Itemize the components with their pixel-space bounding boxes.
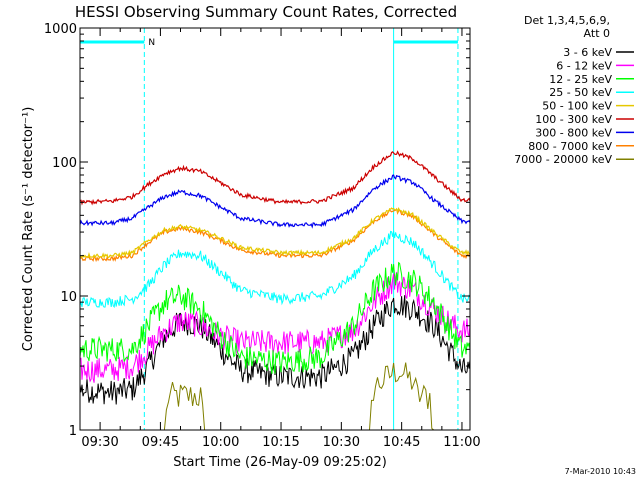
axis-layer: 09:30 09:45 10:00 10:15 10:30 10:45 11:00 1 10 10… <box>44 22 481 450</box>
night-label: N <box>148 38 155 48</box>
x-tick-label-1: 09:30 <box>81 435 118 450</box>
timestamp: 7-Mar-2010 10:43 <box>565 467 636 476</box>
x-tick-label-2: 09:45 <box>142 435 179 450</box>
x-axis-label: Start Time (26-May-09 09:25:02) <box>173 455 387 470</box>
plot-frame <box>79 27 471 431</box>
series-line-25-50-kev <box>80 230 470 309</box>
x-tick-label-3: 10:00 <box>202 435 239 450</box>
legend-title-line-1: Det 1,3,4,5,6,9, <box>524 14 610 27</box>
series-line-800-7000-kev <box>80 207 470 263</box>
night-indicator-layer: N <box>79 28 459 430</box>
series-line-300-800-kev <box>80 174 470 229</box>
series-line-3-6-kev <box>80 295 470 405</box>
y-tick-label-4: 1000 <box>44 22 77 37</box>
y-tick-label-3: 100 <box>52 156 77 171</box>
legend-label-9: 7000 - 20000 keV <box>514 153 612 166</box>
x-tick-label-7: 11:00 <box>443 435 480 450</box>
series-line-6-12-kev <box>80 271 470 383</box>
series-line-100-300-kev <box>80 150 470 206</box>
series-line-7000-20000-kev <box>80 362 470 430</box>
legend-label-3: 12 - 25 keV <box>549 73 612 86</box>
legend-label-8: 800 - 7000 keV <box>528 140 612 153</box>
chart-title: HESSI Observing Summary Count Rates, Cor… <box>75 3 457 21</box>
series-layer <box>80 150 470 430</box>
x-tick-label-6: 10:45 <box>383 435 420 450</box>
series-line-50-100-kev <box>80 207 470 260</box>
legend-title-line-2: Att 0 <box>584 27 610 40</box>
legend-label-7: 300 - 800 keV <box>535 126 612 139</box>
x-tick-label-4: 10:15 <box>262 435 299 450</box>
y-tick-label-2: 10 <box>60 290 77 305</box>
y-axis-label: Corrected Count Rate (s⁻¹ detector⁻¹) <box>21 107 36 352</box>
y-tick-label-1: 1 <box>69 424 77 439</box>
legend-label-2: 6 - 12 keV <box>556 59 612 72</box>
series-line-12-25-kev <box>80 261 470 374</box>
legend-label-6: 100 - 300 keV <box>535 113 612 126</box>
legend-label-1: 3 - 6 keV <box>563 46 612 59</box>
legend-label-4: 25 - 50 keV <box>549 86 612 99</box>
x-tick-label-5: 10:30 <box>323 435 360 450</box>
legend-label-5: 50 - 100 keV <box>542 100 612 113</box>
